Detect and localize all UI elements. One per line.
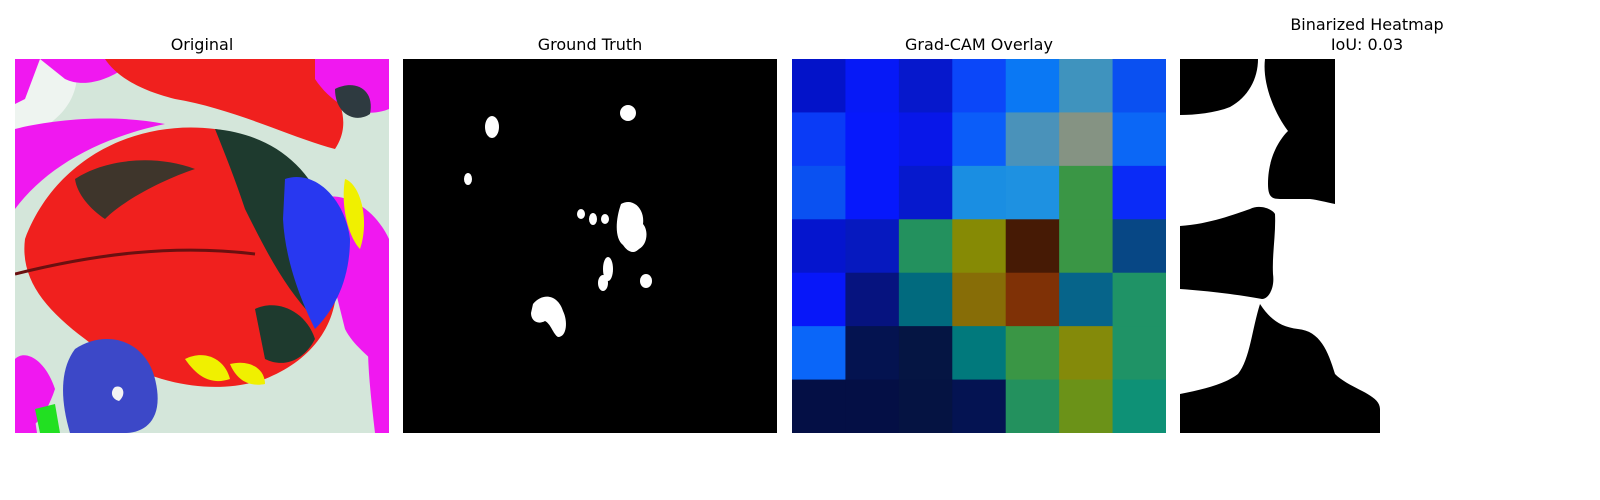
gradcam-cell [792, 272, 846, 327]
gradcam-cell [898, 272, 953, 327]
gradcam-cell [952, 59, 1007, 113]
gradcam-cell [898, 219, 953, 274]
iou-score: IoU: 0.03 [1330, 35, 1404, 54]
gradcam-cell [1005, 59, 1060, 113]
gradcam-cell [1112, 59, 1166, 113]
binary-picture [1180, 59, 1380, 433]
gradcam-cell [898, 379, 953, 433]
gradcam-cell [845, 59, 900, 113]
gradcam-cell [898, 326, 953, 381]
leaf-picture [15, 59, 389, 433]
gradcam-cell [1005, 165, 1060, 220]
gradcam-cell [952, 219, 1007, 274]
gradcam-cell [1112, 326, 1166, 381]
panel-title: Binarized Heatmap [1290, 15, 1444, 34]
gradcam-cell [898, 112, 953, 167]
gradcam-cell [952, 165, 1007, 220]
gradcam-grid [792, 59, 1166, 433]
binarized-heatmap [1180, 59, 1380, 433]
gradcam-cell [952, 112, 1007, 167]
gradcam-cell [1059, 379, 1114, 433]
gradcam-cell [1005, 112, 1060, 167]
gradcam-cell [898, 165, 953, 220]
gradcam-cell [1005, 272, 1060, 327]
gradcam-cell [845, 379, 900, 433]
gradcam-cell [1059, 59, 1114, 113]
gradcam-cell [952, 326, 1007, 381]
gradcam-cell [1112, 112, 1166, 167]
gradcam-cell [1059, 272, 1114, 327]
gradcam-cell [792, 379, 846, 433]
gradcam-cell [952, 272, 1007, 327]
gradcam-cell [1112, 272, 1166, 327]
gradcam-cell [1059, 112, 1114, 167]
gradcam-cell [952, 379, 1007, 433]
panel-title: Grad-CAM Overlay [905, 35, 1053, 54]
gradcam-cell [1059, 165, 1114, 220]
gradcam-cell [845, 326, 900, 381]
gradcam-cell [845, 112, 900, 167]
panel-title: Original [170, 35, 234, 54]
gradcam-cell [1112, 219, 1166, 274]
gradcam-cell [1112, 165, 1166, 220]
gradcam-cell [792, 59, 846, 113]
gradcam-cell [792, 165, 846, 220]
gradcam-cell [898, 59, 953, 113]
gradcam-cell [845, 219, 900, 274]
gradcam-overlay [792, 59, 1166, 433]
gradcam-cell [1005, 326, 1060, 381]
gradcam-cell [1005, 379, 1060, 433]
ground-truth-mask [403, 59, 777, 433]
gradcam-cell [792, 219, 846, 274]
gradcam-cell [792, 326, 846, 381]
gradcam-cell [1112, 379, 1166, 433]
gradcam-cell [792, 112, 846, 167]
mask-picture [403, 59, 777, 433]
gradcam-cell [845, 165, 900, 220]
gradcam-cell [1005, 219, 1060, 274]
gradcam-cell [845, 272, 900, 327]
gradcam-cell [1059, 326, 1114, 381]
gradcam-cell [1059, 219, 1114, 274]
panel-title: Ground Truth [537, 35, 643, 54]
original-image [15, 59, 389, 433]
